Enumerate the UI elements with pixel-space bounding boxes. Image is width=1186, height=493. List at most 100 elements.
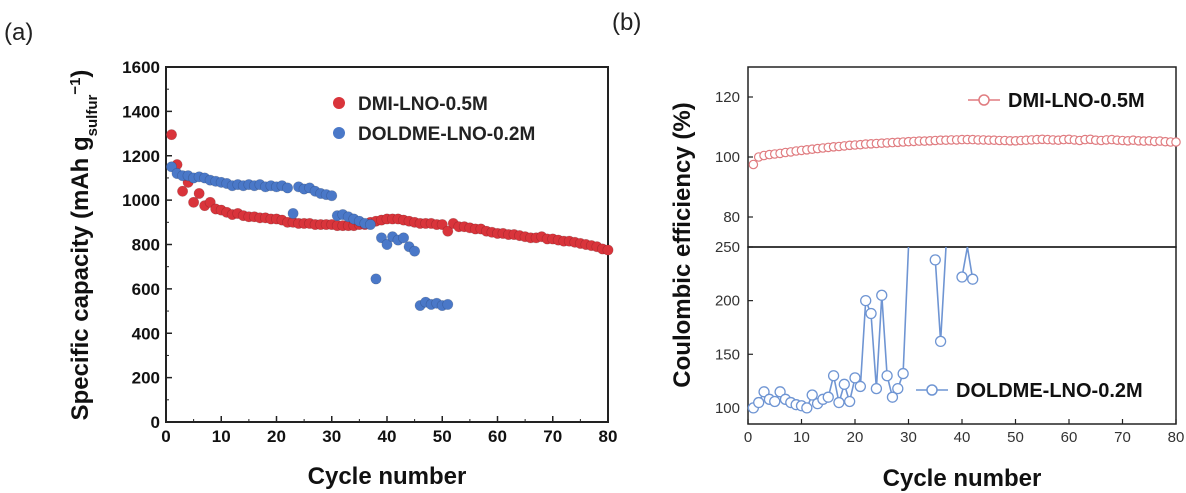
chart-b-bottom-point [892,382,904,395]
chart-b-x-tick-label: 50 [1007,429,1024,446]
chart-b-bottom-point [860,294,872,307]
chart-b-x-tick-label: 30 [900,429,917,446]
chart-b-x-tick-labels: 0 10 20 30 40 50 60 70 80 [744,429,1185,446]
chart-b-top-y-tick-label: 100 [715,149,740,166]
chart-a-legend: DMI-LNO-0.5M DOLDME-LNO-0.2M [333,94,535,145]
chart-a-x-tick-label: 60 [488,427,507,446]
chart-b-bottom-series-doldme [747,246,979,414]
panel-b-label: (b) [612,9,641,36]
chart-a-ticks [165,66,609,423]
chart-b-bottom-point [870,382,883,395]
chart-a-x-tick-labels: 0 10 20 30 40 50 60 70 80 [161,427,617,446]
chart-b-bottom-point [897,367,909,380]
chart-b-top-y-tick-labels: 80 100 120 [715,89,740,226]
chart-a-x-axis-title: Cycle number [308,463,467,490]
legend-marker-doldme [333,127,345,139]
chart-b-x-tick-label: 0 [744,429,752,446]
chart-a-series-doldme [166,161,454,312]
chart-a: 0 10 20 30 40 50 60 70 80 0 200 400 600 800 1000 1200 1… [67,58,618,490]
chart-b-x-tick-label: 70 [1114,429,1131,446]
chart-b-x-tick-label: 40 [954,429,971,446]
chart-a-y-tick-label: 600 [132,280,160,299]
chart-a-point-dmi [177,185,189,197]
chart-a-y-tick-label: 800 [132,236,160,255]
chart-b-bottom-point [827,370,840,382]
chart-a-x-tick-label: 50 [433,427,452,446]
chart-a-y-axis-title-sub: sulfur [84,95,101,137]
legend-label-dmi-b: DMI-LNO-0.5M [1008,90,1145,112]
chart-a-point-dmi [602,244,614,256]
chart-a-y-axis-title-sup: −1 [67,78,84,95]
chart-a-x-tick-label: 70 [543,427,562,446]
chart-a-y-axis-title: Specific capacity (mAh gsulfur−1) [67,70,101,421]
chart-b-bottom-point [956,271,968,283]
chart-b-y-axis-title: Coulombic efficiency (%) [669,102,696,387]
legend-marker-doldme-b [926,384,938,396]
chart-a-y-axis-title-close: ) [67,70,94,78]
chart-a-x-tick-label: 40 [378,427,397,446]
chart-b-bottom-point [753,396,765,409]
chart-b-bottom-point [833,396,845,409]
chart-a-y-tick-label: 0 [151,413,160,432]
chart-b-top-point [748,159,759,170]
chart-b-bottom-point [934,335,947,348]
chart-a-point-doldme [442,298,454,310]
chart-b-x-tick-label: 20 [847,429,864,446]
legend-marker-dmi-b [978,94,990,106]
chart-b-x-tick-label: 10 [793,429,810,446]
chart-a-point-doldme [370,273,382,285]
chart-b-bottom-point [881,370,893,382]
chart-b-top-point [1171,137,1181,147]
chart-b-bottom-point [801,402,813,414]
chart-a-x-tick-label: 0 [161,427,170,446]
chart-a-point-doldme [398,232,410,244]
chart-b-bottom-y-tick-labels: 100 150 200 250 [715,239,740,417]
panel-a-label: (a) [4,19,33,46]
chart-b-bottom-y-tick-label: 250 [715,239,740,256]
chart-b-bottom-point [769,395,781,408]
chart-a-x-tick-label: 20 [267,427,286,446]
legend-marker-dmi [333,97,345,109]
chart-b-bottom-point [844,395,856,408]
legend-label-doldme: DOLDME-LNO-0.2M [358,124,535,145]
chart-a-point-dmi [188,196,200,208]
chart-a-point-doldme [326,190,338,202]
chart-a-y-tick-label: 1400 [122,102,160,121]
chart-a-point-dmi [193,187,205,199]
chart-a-y-tick-labels: 0 200 400 600 800 1000 1200 1400 1600 [122,58,160,432]
chart-b-bottom-point [838,378,850,390]
chart-a-y-axis-title-main: Specific capacity (mAh g [67,136,94,420]
chart-b-x-tick-label: 80 [1168,429,1185,446]
chart-b-bottom-point [774,386,786,398]
chart-b-bottom-point [886,391,899,403]
chart-a-point-dmi [166,129,178,141]
chart-a-point-doldme [409,245,421,257]
chart-b-bottom-y-tick-label: 200 [715,293,740,310]
chart-a-point-doldme [282,182,294,194]
chart-b-top-legend: DMI-LNO-0.5M [968,90,1145,112]
chart-a-x-tick-label: 10 [212,427,231,446]
chart-a-y-tick-label: 200 [132,369,160,388]
chart-a-x-tick-label: 30 [322,427,341,446]
chart-a-y-tick-label: 1200 [122,147,160,166]
chart-b-top-y-tick-label: 120 [715,89,740,106]
chart-b-bottom-point [876,289,888,301]
chart-b-bottom-point [854,380,866,393]
chart-a-point-doldme [364,219,376,231]
chart-b-x-axis-title: Cycle number [883,465,1042,492]
chart-a-y-tick-label: 1600 [122,58,160,77]
chart-b-bottom-point [929,254,941,266]
legend-label-dmi: DMI-LNO-0.5M [358,94,488,115]
chart-b-bottom-point [822,391,834,403]
chart-b-bottom-y-tick-label: 150 [715,346,740,363]
chart-a-y-tick-label: 400 [132,324,160,343]
chart-b-top-series-dmi [748,134,1181,170]
legend-label-doldme-b: DOLDME-LNO-0.2M [956,380,1143,402]
chart-b-bottom-y-tick-label: 100 [715,400,740,417]
chart-a-y-tick-label: 1000 [122,191,160,210]
chart-b-bottom-point [758,386,770,398]
chart-a-point-dmi [442,225,454,237]
chart-b-bottom-legend: DOLDME-LNO-0.2M [916,380,1143,402]
